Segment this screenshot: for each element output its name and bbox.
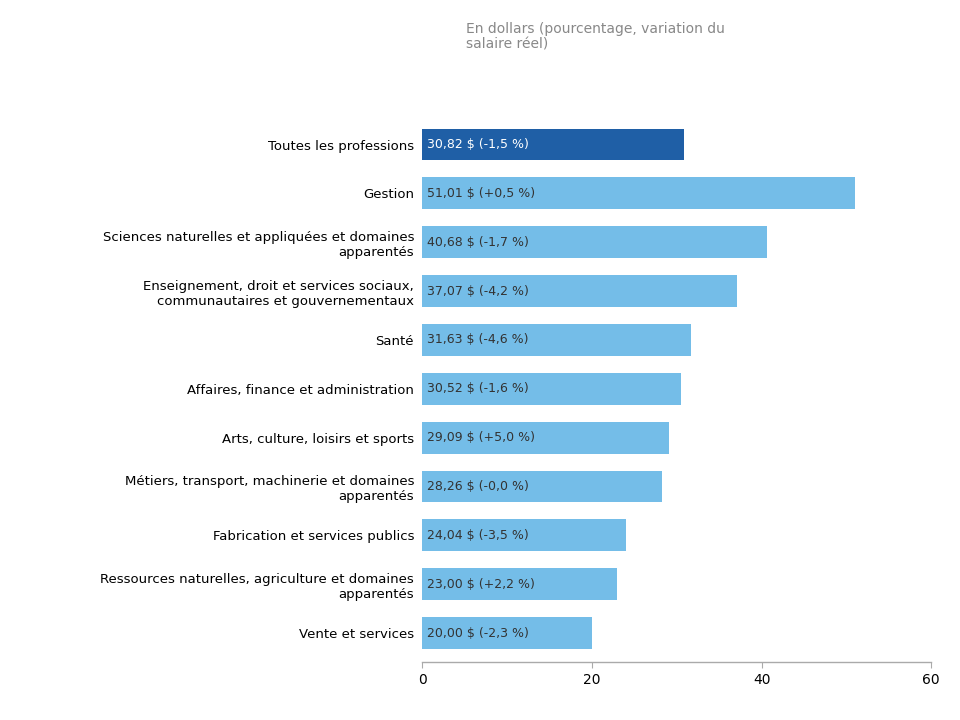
Text: 31,63 $ (-4,6 %): 31,63 $ (-4,6 %) [426,333,528,346]
Text: 20,00 $ (-2,3 %): 20,00 $ (-2,3 %) [426,626,529,639]
Bar [422,129,684,161]
Text: 28,26 $ (-0,0 %): 28,26 $ (-0,0 %) [426,480,529,493]
Text: 40,68 $ (-1,7 %): 40,68 $ (-1,7 %) [426,235,529,248]
Bar [422,617,592,649]
Bar [422,275,736,307]
Bar [422,471,662,503]
Text: 23,00 $ (+2,2 %): 23,00 $ (+2,2 %) [426,577,535,590]
Text: En dollars (pourcentage, variation du
salaire réel): En dollars (pourcentage, variation du sa… [466,22,725,52]
Text: 37,07 $ (-4,2 %): 37,07 $ (-4,2 %) [426,284,529,297]
Text: 30,82 $ (-1,5 %): 30,82 $ (-1,5 %) [426,138,529,151]
Text: 29,09 $ (+5,0 %): 29,09 $ (+5,0 %) [426,431,535,444]
Bar [422,422,669,454]
Bar [422,226,767,258]
Bar [422,178,855,210]
Text: 51,01 $ (+0,5 %): 51,01 $ (+0,5 %) [426,187,535,200]
Bar [422,324,690,356]
Text: 24,04 $ (-3,5 %): 24,04 $ (-3,5 %) [426,529,528,542]
Bar [422,520,626,552]
Text: 30,52 $ (-1,6 %): 30,52 $ (-1,6 %) [426,382,528,395]
Bar [422,568,617,600]
Bar [422,373,682,405]
